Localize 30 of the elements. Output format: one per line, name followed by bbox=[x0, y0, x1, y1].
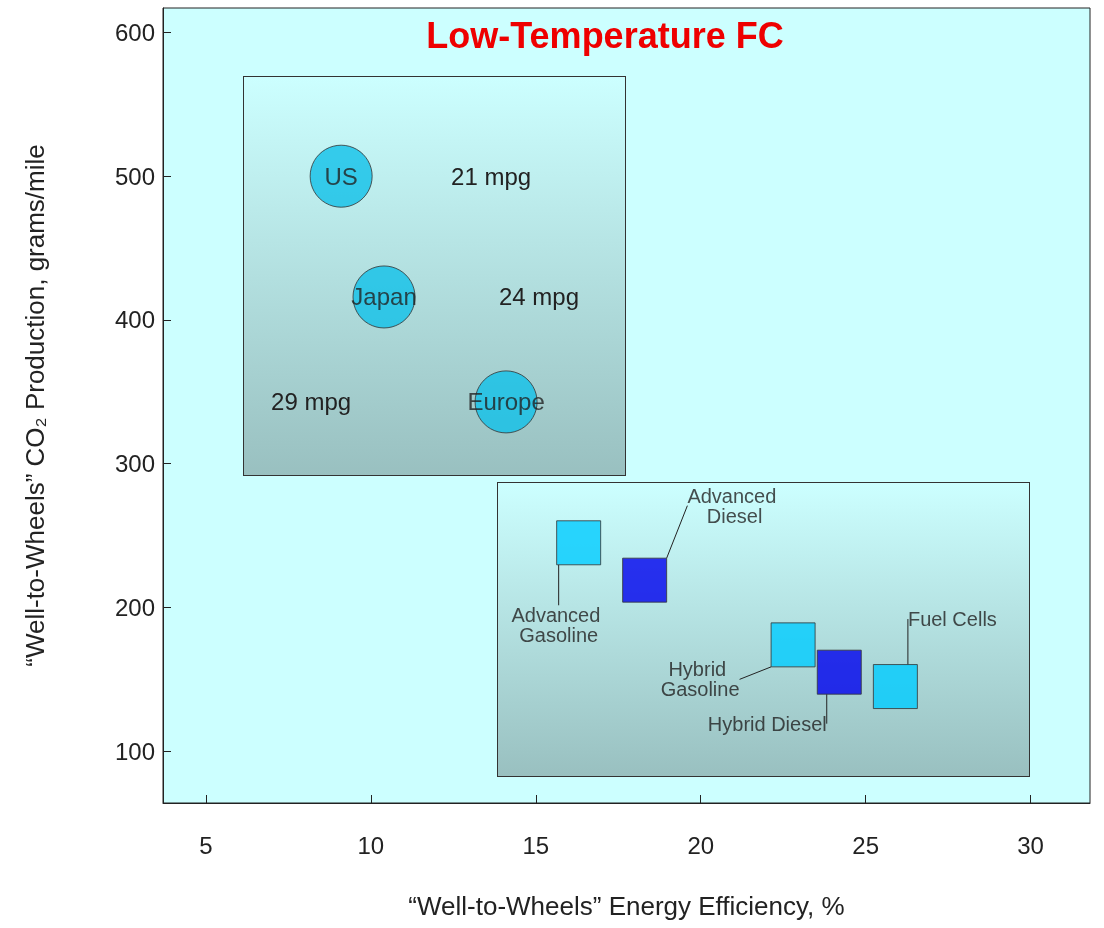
y-tick-label: 300 bbox=[114, 450, 155, 478]
y-axis-title: “Well-to-Wheels” CO₂ Production, grams/mile bbox=[20, 144, 50, 667]
annotation: 29 mpg bbox=[271, 388, 352, 416]
y-tick-label: 600 bbox=[114, 18, 155, 46]
annotation: 24 mpg bbox=[499, 283, 580, 311]
point bbox=[556, 520, 602, 566]
series-label: Advanced Gasoline bbox=[511, 604, 606, 647]
series-label: Advanced Diesel bbox=[687, 484, 782, 527]
y-tick-label: 200 bbox=[114, 593, 155, 621]
y-tick-label: 100 bbox=[114, 737, 155, 765]
chart-title: Low-Temperature FC bbox=[426, 14, 784, 56]
x-tick-label: 15 bbox=[522, 831, 550, 859]
series-label: Hybrid Diesel bbox=[707, 712, 827, 735]
y-tick-label: 400 bbox=[114, 306, 155, 334]
x-tick-label: 10 bbox=[357, 831, 385, 859]
point bbox=[872, 664, 918, 710]
point bbox=[770, 622, 816, 668]
point bbox=[622, 557, 668, 603]
x-tick-label: 30 bbox=[1017, 831, 1044, 859]
annotation: 21 mpg bbox=[451, 162, 532, 190]
series-label: Fuel Cells bbox=[907, 608, 997, 631]
series-label: Japan bbox=[351, 283, 417, 311]
x-axis-title: “Well-to-Wheels” Energy Efficiency, % bbox=[408, 891, 845, 921]
series-label: Hybrid Gasoline bbox=[660, 658, 740, 701]
point bbox=[816, 649, 862, 695]
x-tick-label: 25 bbox=[852, 831, 880, 859]
series-label: US bbox=[324, 162, 358, 190]
y-tick-label: 500 bbox=[114, 162, 155, 190]
x-tick-label: 20 bbox=[687, 831, 715, 859]
x-tick-label: 5 bbox=[199, 831, 213, 859]
